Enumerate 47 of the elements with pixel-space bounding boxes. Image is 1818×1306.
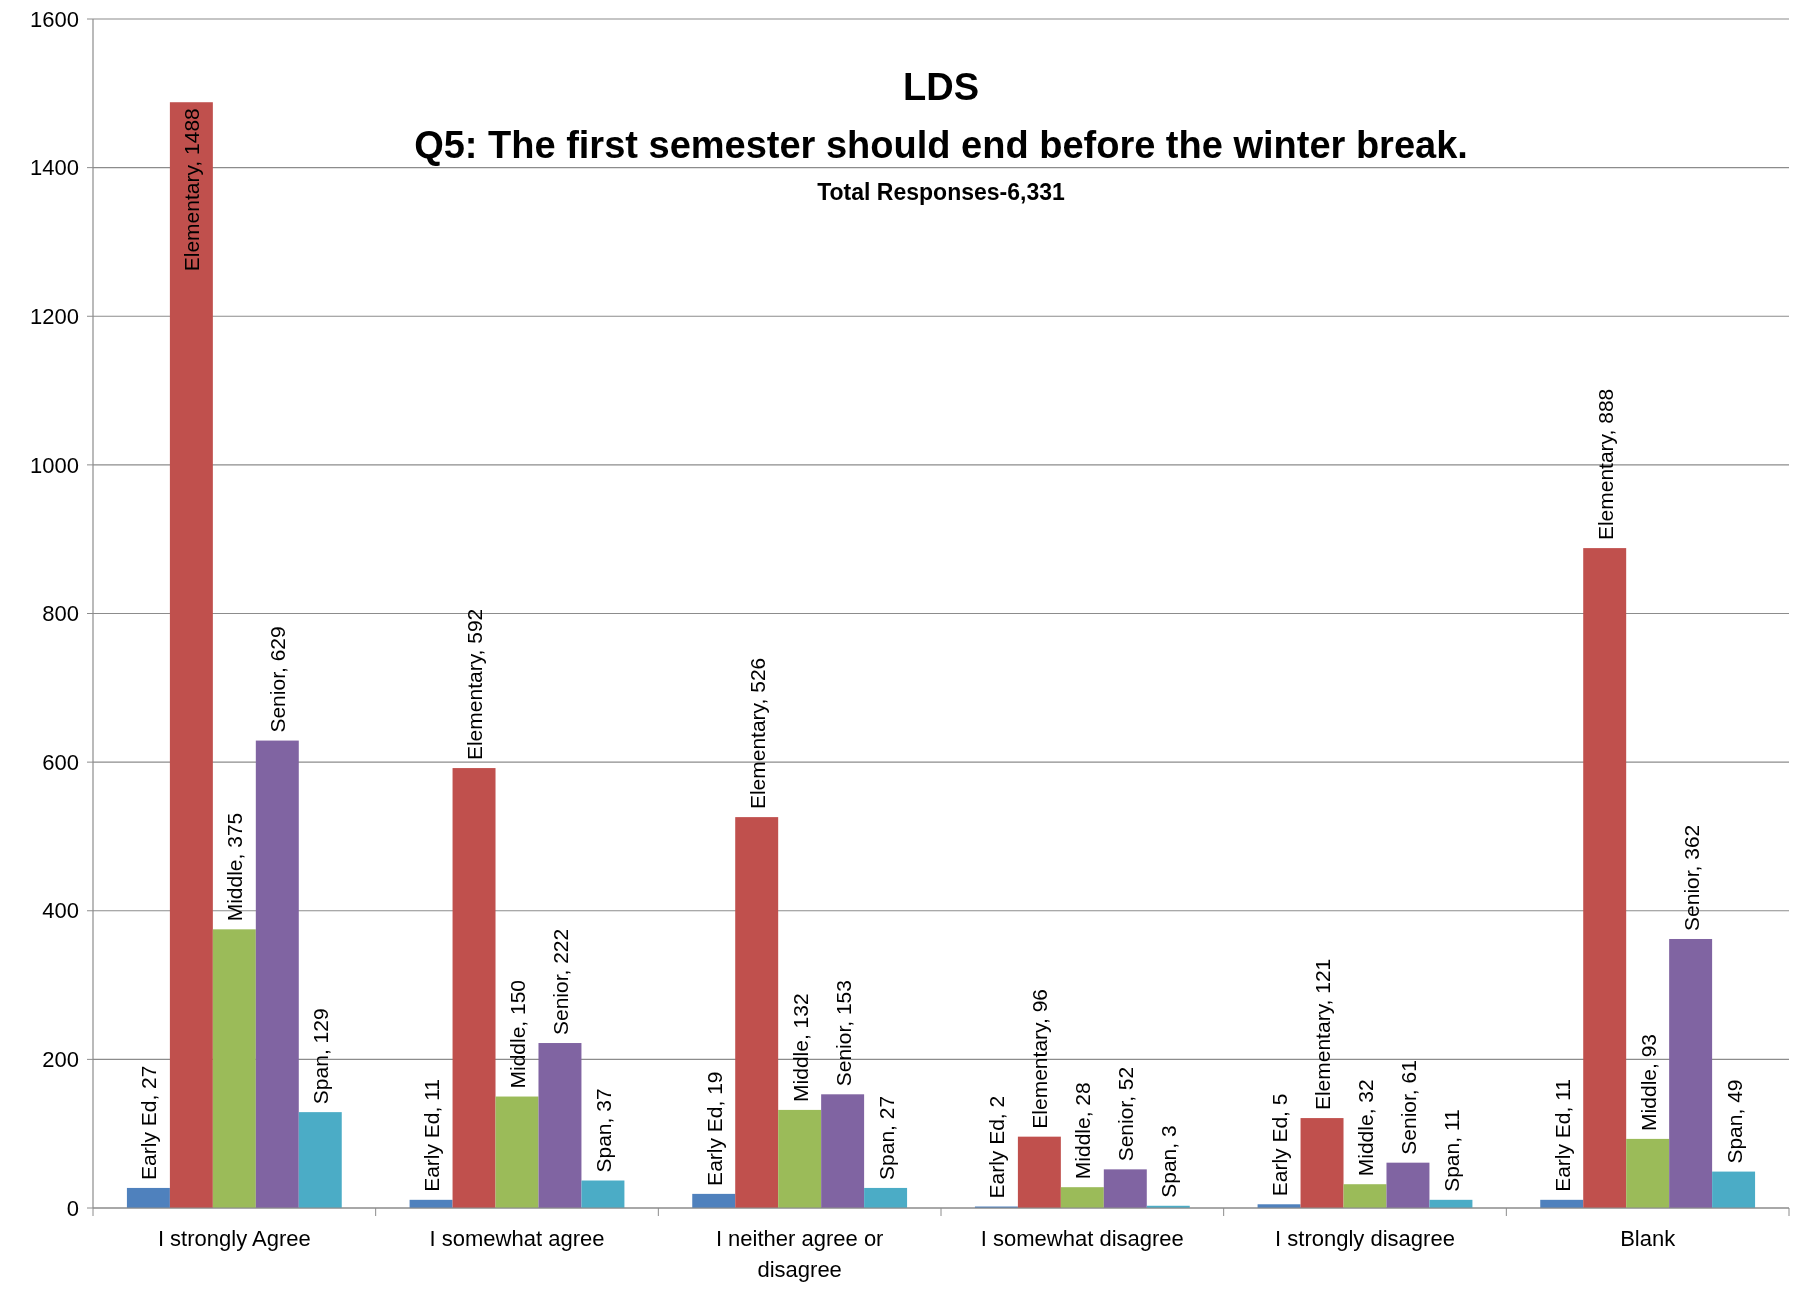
data-label: Span, 129	[309, 1008, 333, 1105]
y-tick-label: 1400	[30, 155, 79, 181]
data-label: Span, 27	[874, 1095, 898, 1180]
data-label: Early Ed, 2	[985, 1095, 1009, 1199]
y-tick-label: 0	[66, 1195, 79, 1221]
y-tick-label: 1600	[30, 6, 79, 32]
data-label: Middle, 32	[1354, 1079, 1377, 1177]
x-tick-label: I strongly disagree	[1275, 1226, 1455, 1251]
data-label: Middle, 375	[223, 812, 247, 922]
y-tick-label: 400	[42, 898, 79, 924]
data-label: Span, 37	[591, 1088, 615, 1173]
text: Total Responses-6,331	[817, 179, 1065, 205]
data-label: Elementary, 1488	[180, 108, 204, 272]
x-tick-label: I neither agree or disagree	[715, 1226, 884, 1282]
data-label: Early Ed, 11	[420, 1078, 444, 1192]
data-label: Span, 3	[1157, 1125, 1181, 1198]
x-tick-label: I somewhat agree	[429, 1226, 605, 1251]
y-tick-label: 800	[42, 601, 79, 627]
x-tick-label: Blank	[1620, 1226, 1677, 1251]
data-label: Senior, 222	[548, 928, 572, 1036]
x-tick-label: I somewhat disagree	[980, 1226, 1184, 1251]
data-label: Middle, 28	[1071, 1082, 1095, 1180]
x-tick-label: I strongly Agree	[157, 1226, 311, 1251]
data-label: Elementary, 592	[463, 608, 487, 761]
data-label: Early Ed, 5	[1268, 1093, 1292, 1197]
data-label: Elementary, 526	[745, 657, 769, 810]
data-label: Senior, 629	[266, 626, 290, 733]
text: LDS Q5: The first semester should end before the winter break.	[414, 66, 1468, 166]
data-label: Senior, 52	[1114, 1066, 1138, 1162]
y-tick-label: 1200	[30, 303, 79, 329]
data-label: Elementary, 888	[1593, 388, 1617, 541]
data-label: Span, 11	[1439, 1109, 1463, 1192]
data-label: Senior, 153	[831, 980, 855, 1087]
data-label: Middle, 132	[788, 993, 812, 1102]
y-tick-label: 600	[42, 749, 79, 775]
data-label: Early Ed, 19	[702, 1071, 726, 1186]
data-label: Senior, 61	[1396, 1060, 1420, 1155]
data-label: Span, 49	[1722, 1079, 1746, 1164]
y-tick-label: 200	[42, 1047, 79, 1073]
data-label: Middle, 93	[1636, 1034, 1660, 1131]
y-tick-label: 1000	[30, 452, 79, 478]
data-label: Senior, 362	[1679, 824, 1703, 931]
data-label: Early Ed, 27	[137, 1065, 161, 1180]
data-label: Early Ed, 11	[1550, 1078, 1574, 1192]
data-label: Middle, 150	[506, 979, 529, 1089]
data-label: Elementary, 121	[1311, 958, 1335, 1111]
data-label: Elementary, 96	[1028, 988, 1052, 1129]
